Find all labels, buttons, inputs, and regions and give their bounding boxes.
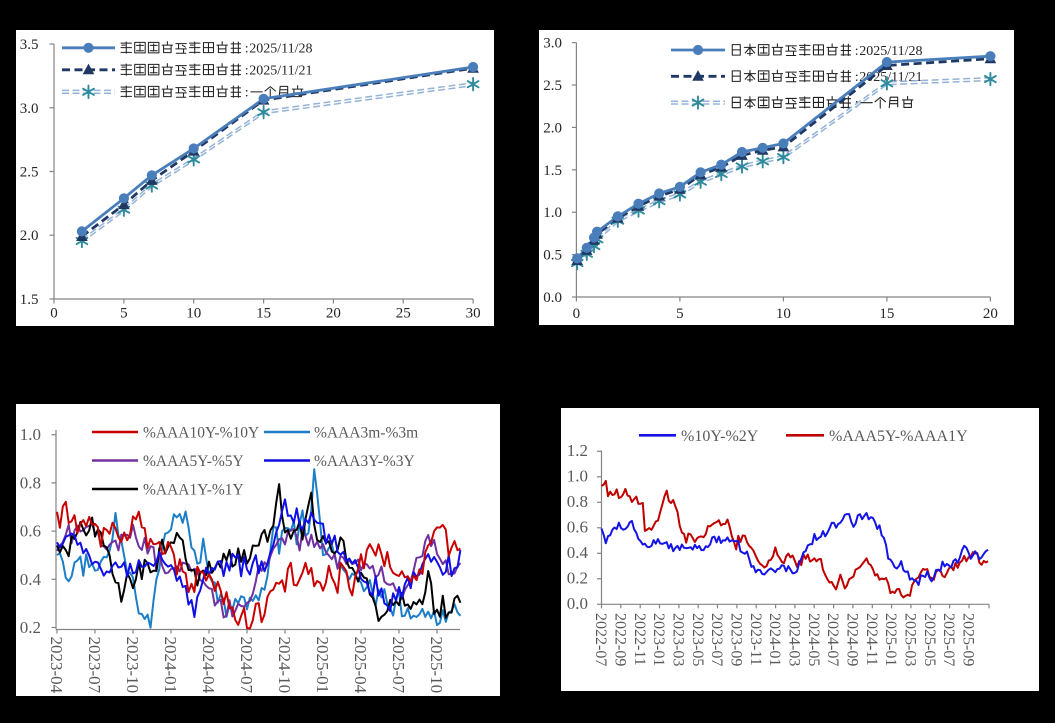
svg-text:2025-07: 2025-07 [940,613,957,666]
svg-text:3.0: 3.0 [20,101,39,117]
svg-text:2023-11: 2023-11 [747,613,764,666]
svg-text:1.0: 1.0 [20,425,41,444]
svg-text:2023-01: 2023-01 [650,613,667,666]
svg-text:%AAA5Y-%AAA1Y: %AAA5Y-%AAA1Y [829,428,968,445]
svg-text:0.5: 0.5 [543,248,562,264]
svg-text:2022-11: 2022-11 [631,613,648,666]
svg-text:2025-07: 2025-07 [389,637,408,694]
svg-text:2025-09: 2025-09 [960,613,977,666]
svg-text:%AAA3Y-%3Y: %AAA3Y-%3Y [314,453,415,470]
svg-text:2025/11/28: 2025/11/28 [249,42,312,57]
svg-text::: : [855,44,859,59]
svg-text:2.0: 2.0 [543,120,562,136]
svg-text:0.4: 0.4 [567,543,589,562]
svg-text:0.8: 0.8 [567,492,588,511]
svg-text:1.5: 1.5 [20,292,39,308]
svg-text:2023-07: 2023-07 [85,637,104,694]
svg-text:2024-09: 2024-09 [844,613,861,666]
svg-text:1.0: 1.0 [543,205,562,221]
svg-text:0.0: 0.0 [567,594,588,613]
svg-text:2025/11/28: 2025/11/28 [859,44,922,59]
svg-text:15: 15 [879,306,894,322]
svg-text:2024-07: 2024-07 [237,637,256,694]
svg-text:%AAA3m-%3m: %AAA3m-%3m [314,425,418,442]
svg-text:2023-10: 2023-10 [123,637,142,694]
svg-text:25: 25 [396,306,411,322]
svg-text:10: 10 [776,306,791,322]
svg-text:2023-05: 2023-05 [689,613,706,666]
svg-text:2.5: 2.5 [543,78,562,94]
svg-text:10: 10 [186,306,201,322]
svg-text:0.2: 0.2 [567,568,588,587]
svg-text:2025-04: 2025-04 [351,637,370,694]
svg-text:%AAA1Y-%1Y: %AAA1Y-%1Y [143,482,244,499]
svg-text:2.5: 2.5 [20,165,39,181]
svg-text:5: 5 [120,306,128,322]
svg-text::: : [245,86,249,101]
svg-text::: : [855,70,859,85]
svg-text:%AAA5Y-%5Y: %AAA5Y-%5Y [143,453,244,470]
svg-text::: : [245,64,249,79]
svg-text:0: 0 [573,306,581,322]
svg-text:2024-05: 2024-05 [805,613,822,666]
svg-text::: : [245,42,249,57]
svg-text:20: 20 [326,306,341,322]
svg-text:0.4: 0.4 [20,570,42,589]
svg-text:2024-01: 2024-01 [161,637,180,694]
svg-text:%10Y-%2Y: %10Y-%2Y [681,428,759,445]
svg-text:5: 5 [676,306,684,322]
svg-text:0.6: 0.6 [20,522,41,541]
svg-text:2025-03: 2025-03 [902,613,919,666]
svg-text:2023-04: 2023-04 [47,637,66,694]
svg-text:2024-11: 2024-11 [863,613,880,666]
svg-text:2022-07: 2022-07 [592,613,609,666]
svg-text:1.5: 1.5 [543,163,562,179]
svg-text:2024-03: 2024-03 [786,613,803,666]
svg-text:1.0: 1.0 [567,466,588,485]
svg-text:20: 20 [983,306,998,322]
svg-text:3.5: 3.5 [20,37,39,53]
svg-text:2025-10: 2025-10 [427,637,446,694]
svg-text:2025-01: 2025-01 [882,613,899,666]
svg-text:2022-09: 2022-09 [611,613,628,666]
svg-text:2024-01: 2024-01 [766,613,783,666]
svg-text:2025-01: 2025-01 [313,637,332,694]
svg-text:2024-10: 2024-10 [275,637,294,694]
svg-text:2.0: 2.0 [20,228,39,244]
svg-text:2023-07: 2023-07 [708,613,725,666]
svg-text:0.0: 0.0 [543,290,562,306]
svg-text:1.2: 1.2 [567,441,588,460]
svg-text:0.2: 0.2 [20,618,41,637]
svg-text:2023-03: 2023-03 [670,613,687,666]
svg-text:15: 15 [256,306,271,322]
svg-text:%AAA10Y-%10Y: %AAA10Y-%10Y [143,425,259,442]
svg-text:2025-05: 2025-05 [921,613,938,666]
svg-text:0.6: 0.6 [567,517,588,536]
svg-text:30: 30 [466,306,481,322]
svg-text:0: 0 [50,306,58,322]
svg-text:2023-09: 2023-09 [728,613,745,666]
svg-text:2024-07: 2024-07 [824,613,841,666]
svg-text:2024-04: 2024-04 [199,637,218,694]
svg-text:3.0: 3.0 [543,36,562,52]
svg-text:0.8: 0.8 [20,473,41,492]
svg-text:2025/11/21: 2025/11/21 [249,64,312,79]
